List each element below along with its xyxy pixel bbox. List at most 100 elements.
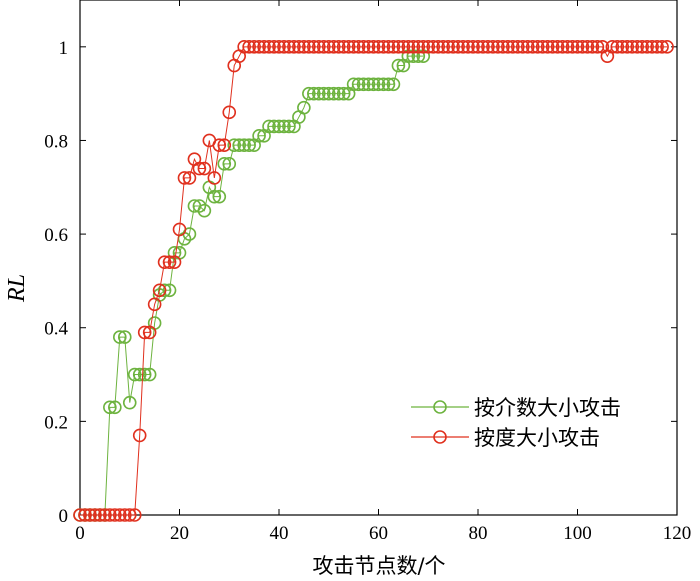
data-point (212, 138, 227, 152)
data-point (326, 40, 341, 54)
data-point (655, 40, 669, 54)
data-point (401, 40, 416, 54)
data-point (615, 40, 630, 54)
data-point (570, 40, 585, 54)
legend-marker-degree (433, 430, 447, 444)
data-point (103, 508, 117, 522)
data-point (127, 508, 142, 522)
data-point (292, 40, 306, 54)
data-point (207, 189, 222, 204)
data-point (122, 508, 137, 522)
data-point (137, 325, 152, 340)
data-point (466, 40, 480, 54)
data-point (331, 40, 346, 54)
data-point (132, 367, 147, 382)
data-point (431, 40, 446, 54)
data-point (162, 283, 177, 298)
data-point (341, 40, 356, 54)
data-point (515, 40, 530, 54)
data-point (277, 40, 291, 54)
data-point (192, 161, 207, 176)
data-point (550, 40, 565, 54)
data-point (356, 77, 371, 92)
data-point (481, 40, 495, 54)
data-point (157, 283, 172, 298)
data-point (525, 40, 540, 54)
data-point (98, 508, 112, 522)
data-point (575, 40, 590, 54)
data-point (103, 400, 117, 415)
data-point (157, 255, 172, 269)
data-point (456, 40, 470, 54)
data-point (311, 40, 326, 54)
data-point (381, 77, 396, 92)
x-tick-label: 80 (469, 523, 488, 544)
data-point (212, 189, 227, 204)
data-point (113, 508, 127, 522)
data-point (252, 40, 266, 54)
data-point (366, 77, 381, 92)
data-point (630, 40, 645, 54)
data-point (267, 40, 281, 54)
data-point (108, 400, 122, 415)
x-tick-label: 0 (75, 523, 85, 544)
data-point (366, 40, 381, 54)
data-point (222, 105, 237, 120)
data-point (520, 40, 535, 54)
data-point (645, 40, 659, 54)
data-point (142, 325, 157, 340)
data-point (491, 40, 505, 54)
y-tick-label: 0.2 (44, 412, 68, 433)
data-point (242, 40, 256, 54)
x-tick-label: 100 (563, 523, 592, 544)
data-point (361, 77, 376, 92)
data-point (167, 255, 182, 269)
data-point (272, 40, 286, 54)
data-point (316, 40, 331, 54)
data-point (117, 330, 132, 344)
data-point (222, 157, 237, 171)
data-point (535, 40, 550, 54)
data-point (416, 40, 431, 54)
data-point (311, 86, 326, 101)
data-point (640, 40, 654, 54)
data-point (182, 171, 197, 185)
data-point (302, 86, 316, 101)
data-point (177, 171, 192, 185)
data-point (217, 157, 232, 171)
y-tick-label: 0.4 (44, 319, 68, 340)
data-point (326, 86, 341, 101)
data-point (471, 40, 485, 54)
data-point (411, 40, 426, 54)
data-point (580, 40, 595, 54)
legend-label-betweenness: 按介数大小攻击 (474, 396, 621, 420)
legend-marker-betweenness (433, 400, 447, 414)
data-point (510, 40, 525, 54)
series-line (80, 55, 424, 516)
data-point (277, 119, 291, 134)
data-point (371, 77, 386, 92)
data-point (540, 40, 555, 54)
x-tick-label: 60 (369, 523, 388, 544)
data-point (237, 40, 251, 54)
y-tick-label: 0.6 (44, 225, 68, 246)
data-point (242, 138, 256, 152)
data-point (371, 40, 386, 54)
axis-ticks: 0 20 40 60 80 100 120 0 0.2 0.4 0.6 0.8 1 (44, 0, 691, 544)
data-point (127, 367, 142, 382)
data-point (192, 199, 207, 213)
data-point (152, 283, 167, 298)
series-0 (73, 49, 431, 522)
data-point (197, 203, 212, 218)
data-point (396, 40, 411, 54)
data-point (88, 508, 102, 522)
data-point (625, 40, 640, 54)
data-point (391, 40, 406, 54)
data-point (267, 119, 281, 134)
data-point (610, 40, 625, 54)
data-point (545, 40, 560, 54)
data-point (321, 40, 336, 54)
data-point (386, 77, 401, 92)
data-point (108, 508, 122, 522)
